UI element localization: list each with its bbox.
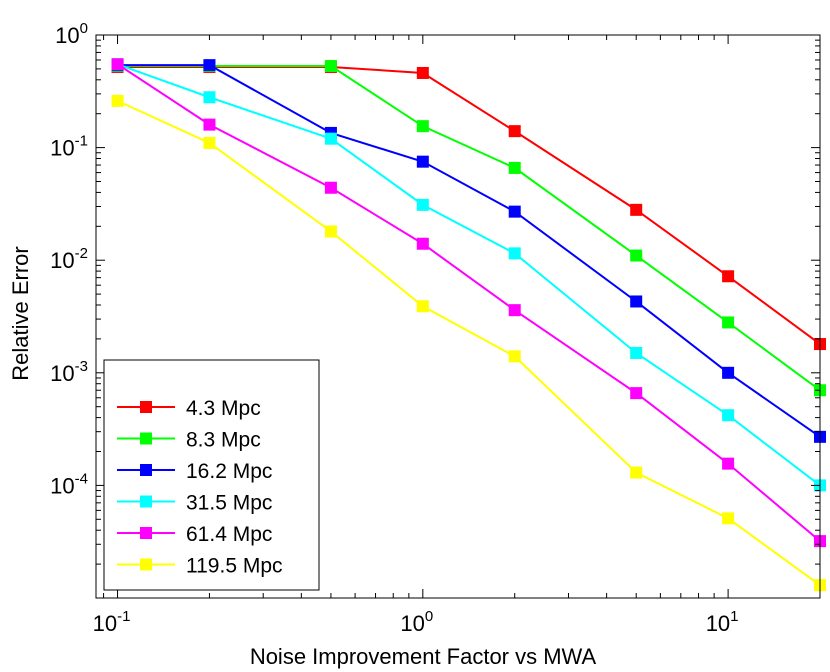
legend-entry-label: 119.5 Mpc <box>186 555 283 578</box>
data-point-marker <box>324 181 337 194</box>
y-tick-label: 10-2 <box>50 245 88 273</box>
legend-marker-swatch <box>140 432 152 445</box>
data-point-marker <box>630 387 643 400</box>
data-point-marker <box>416 66 429 79</box>
data-point-marker <box>508 350 521 363</box>
data-point-marker <box>630 295 643 308</box>
data-point-marker <box>630 249 643 262</box>
series-line <box>117 64 821 438</box>
series-line <box>116 63 821 542</box>
data-point-marker <box>722 366 735 379</box>
data-point-marker <box>203 136 216 149</box>
x-tick-label-exponent: -1 <box>117 608 130 625</box>
x-tick-label-base: 10 <box>93 611 117 636</box>
data-point-marker <box>722 270 735 283</box>
legend: 4.3 Mpc 8.3 Mpc 16.2 Mpc 31.5 Mpc 61.4 Mpc 11… <box>103 359 320 591</box>
y-tick-label-base: 10 <box>50 361 74 386</box>
data-point-marker <box>111 58 124 71</box>
data-point-marker <box>324 60 337 73</box>
plot-frame <box>95 34 821 599</box>
data-point-marker <box>630 346 643 359</box>
data-point-marker <box>203 59 216 72</box>
y-tick-label-exponent: -1 <box>75 133 88 150</box>
y-tick-label: 100 <box>55 20 88 48</box>
data-point-marker <box>416 155 429 168</box>
data-point-marker <box>416 237 429 250</box>
legend-marker-swatch <box>140 464 152 476</box>
y-tick-label-base: 10 <box>50 473 74 498</box>
x-tick-label-exponent: 0 <box>425 608 433 625</box>
legend-marker-swatch <box>140 401 152 413</box>
data-point-marker <box>111 94 124 107</box>
data-point-marker <box>416 198 429 211</box>
y-tick-label-exponent: -4 <box>75 470 88 487</box>
data-point-marker <box>508 161 521 174</box>
data-point-marker <box>508 125 521 138</box>
y-tick-label-base: 10 <box>50 136 74 161</box>
data-point-marker <box>416 120 429 133</box>
data-point-marker <box>324 225 337 238</box>
legend-entry-label: 16.2 Mpc <box>186 460 272 483</box>
x-tick-label: 101 <box>706 608 739 636</box>
y-tick-label: 10-4 <box>50 470 88 498</box>
legend-entry-label: 61.4 Mpc <box>186 523 272 546</box>
series-line <box>117 65 821 392</box>
y-tick-label-base: 10 <box>50 248 74 273</box>
data-point-marker <box>324 132 337 145</box>
y-tick-label-exponent: 0 <box>80 20 88 37</box>
y-tick-label: 10-3 <box>50 358 88 386</box>
y-tick-label-exponent: -2 <box>75 245 88 262</box>
legend-marker-swatch <box>140 527 152 539</box>
legend-marker-swatch <box>140 495 152 508</box>
data-point-marker <box>203 118 216 131</box>
data-point-marker <box>416 300 429 313</box>
data-point-marker <box>722 409 735 422</box>
legend-box <box>103 359 320 591</box>
x-tick-label-base: 10 <box>706 611 730 636</box>
data-point-marker <box>630 203 643 216</box>
series-line <box>117 99 821 586</box>
y-tick-label-exponent: -3 <box>75 358 88 375</box>
data-point-marker <box>508 304 521 317</box>
legend-entry-label: 8.3 Mpc <box>186 429 261 452</box>
legend-marker-swatch <box>140 558 152 571</box>
data-point-marker <box>508 205 521 218</box>
data-point-marker <box>630 466 643 479</box>
data-point-marker <box>722 457 735 470</box>
y-axis-title: Relative Error <box>8 246 33 380</box>
x-tick-label: 10-1 <box>93 608 131 636</box>
data-point-marker <box>203 91 216 104</box>
x-tick-label: 100 <box>400 608 433 636</box>
x-axis-title: Noise Improvement Factor vs MWA <box>250 644 597 669</box>
x-tick-label-exponent: 1 <box>730 608 738 625</box>
y-tick-label: 10-1 <box>50 133 88 161</box>
series-line <box>117 63 821 487</box>
data-point-marker <box>722 512 735 525</box>
data-point-marker <box>722 316 735 329</box>
x-tick-label-base: 10 <box>400 611 424 636</box>
y-tick-label-base: 10 <box>55 23 79 48</box>
legend-entry-label: 4.3 Mpc <box>186 397 261 420</box>
data-point-marker <box>508 247 521 260</box>
legend-entry-label: 31.5 Mpc <box>186 492 272 515</box>
